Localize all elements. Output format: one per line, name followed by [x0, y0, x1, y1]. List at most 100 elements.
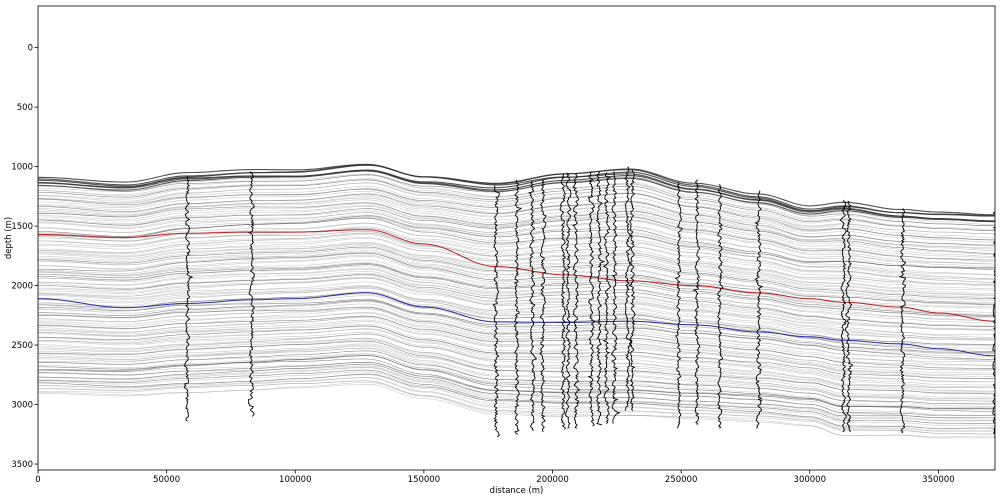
horizon-line — [38, 271, 995, 324]
horizon-line — [38, 365, 995, 420]
y-tick-label: 2500 — [11, 341, 33, 351]
well-log-trace — [539, 179, 547, 433]
y-tick-label: 1500 — [11, 222, 33, 232]
horizon-line — [38, 301, 995, 355]
x-tick-label: 300000 — [794, 475, 826, 485]
horizon-line — [38, 217, 995, 270]
x-tick-label: 350000 — [922, 475, 954, 485]
horizon-line — [38, 188, 995, 241]
horizon-line — [38, 231, 995, 283]
well-log-trace — [628, 170, 636, 411]
horizon-line — [38, 383, 995, 439]
y-tick-label: 2000 — [11, 282, 33, 292]
horizon-line — [38, 186, 995, 238]
well-log-trace — [565, 172, 572, 429]
well-log-trace — [527, 180, 538, 432]
red-horizon-line — [38, 229, 995, 322]
horizon-line — [38, 179, 995, 231]
horizon-line — [38, 367, 995, 422]
horizon-line — [38, 174, 995, 226]
well-log-trace — [559, 173, 567, 430]
well-log-trace — [845, 200, 853, 433]
horizon-line — [38, 250, 995, 303]
horizon-line — [38, 277, 995, 331]
horizon-line — [38, 210, 995, 262]
horizon-line — [38, 264, 995, 317]
horizon-line — [38, 312, 995, 366]
horizon-line — [38, 169, 995, 222]
horizon-line — [38, 232, 995, 286]
horizon-line — [38, 199, 995, 251]
horizon-line — [38, 340, 995, 395]
horizon-line — [38, 347, 995, 402]
horizon-line — [38, 214, 995, 267]
horizon-line — [38, 174, 995, 226]
horizon-line — [38, 300, 995, 354]
horizon-line — [38, 308, 995, 363]
horizon-line — [38, 193, 995, 246]
y-tick-label: 500 — [17, 103, 33, 113]
horizon-line — [38, 358, 995, 413]
horizon-line — [38, 380, 995, 435]
well-log-trace — [572, 173, 581, 429]
horizon-line — [38, 344, 995, 400]
well-log-trace — [247, 171, 256, 417]
y-tick-label: 0 — [28, 44, 33, 54]
horizon-line — [38, 317, 995, 371]
x-tick-label: 250000 — [665, 475, 697, 485]
horizon-line — [38, 196, 995, 249]
horizon-line — [38, 295, 995, 349]
horizon-line — [38, 325, 995, 379]
horizon-line — [38, 363, 995, 419]
well-log-trace — [717, 184, 724, 429]
horizon-line — [38, 316, 995, 371]
well-log-trace — [492, 185, 500, 438]
x-tick-label: 150000 — [408, 475, 440, 485]
plot-background — [38, 6, 995, 470]
well-logs — [183, 166, 995, 438]
horizon-line — [38, 243, 995, 296]
x-tick-label: 100000 — [279, 475, 311, 485]
horizon-line — [38, 226, 995, 279]
horizon-line — [38, 197, 995, 250]
horizon-line — [38, 286, 995, 340]
well-log-trace — [602, 172, 612, 424]
horizon-line — [38, 241, 995, 294]
plot-frame — [37, 5, 996, 471]
horizon-line — [38, 164, 995, 217]
well-log-trace — [839, 199, 847, 433]
horizon-line — [38, 208, 995, 261]
horizon-line — [38, 274, 995, 327]
y-tick-label: 3500 — [11, 460, 33, 470]
horizon-line — [38, 292, 995, 346]
horizon-line — [38, 319, 995, 374]
horizon-line — [38, 299, 995, 352]
y-axis-label: depth (m) — [4, 217, 14, 259]
well-log-trace — [587, 171, 596, 427]
horizon-line — [38, 300, 995, 354]
y-tick-label: 3000 — [11, 401, 33, 411]
horizon-line — [38, 345, 995, 400]
horizon-line — [38, 308, 995, 362]
well-log-trace — [754, 190, 764, 429]
horizon-line — [38, 179, 995, 232]
horizon-line — [38, 366, 995, 421]
horizon-line — [38, 287, 995, 341]
horizon-line — [38, 194, 995, 247]
horizon-line — [38, 353, 995, 408]
horizon-line — [38, 287, 995, 341]
x-tick-label: 200000 — [536, 475, 568, 485]
horizon-line — [38, 182, 995, 235]
horizon-line — [38, 232, 995, 285]
horizon-line — [38, 174, 995, 227]
horizon-line — [38, 212, 995, 265]
horizon-line — [38, 382, 995, 438]
x-tick-label: 0 — [35, 475, 40, 485]
horizon-line — [38, 269, 995, 322]
well-log-trace — [624, 166, 634, 411]
horizon-line — [38, 362, 995, 416]
horizon-line — [38, 306, 995, 360]
well-log-trace — [610, 171, 621, 424]
horizon-line — [38, 268, 995, 321]
x-tick-label: 50000 — [153, 475, 180, 485]
